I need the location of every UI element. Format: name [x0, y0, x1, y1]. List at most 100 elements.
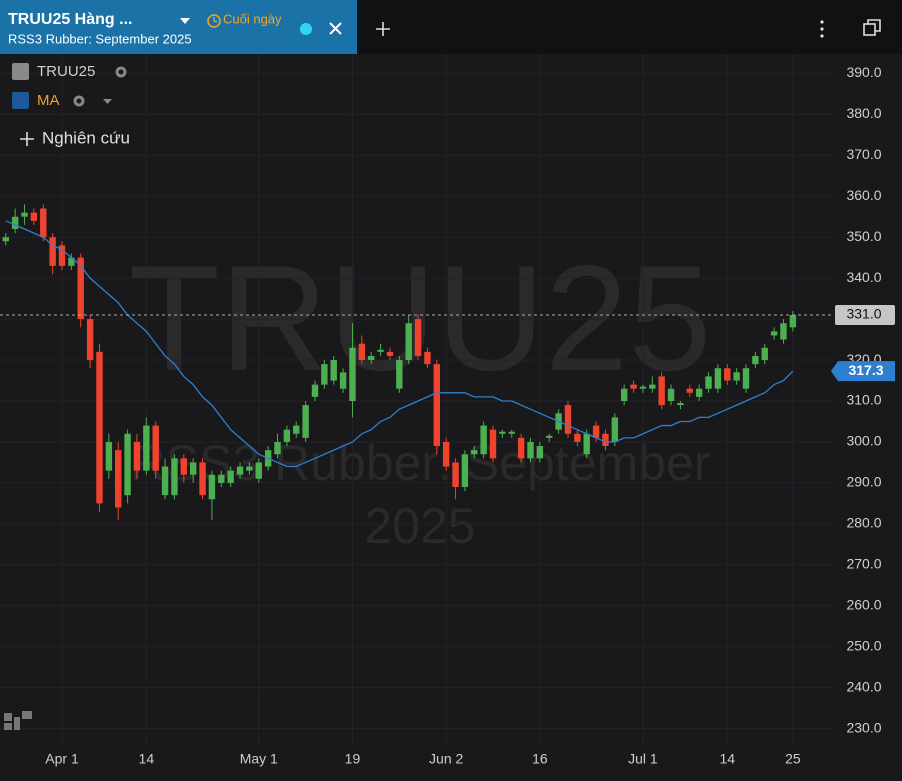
candle-body [452, 462, 459, 487]
candle-body [639, 386, 647, 389]
candle-body [349, 347, 356, 401]
x-tick-label: 14 [139, 751, 155, 767]
ma-badge [831, 361, 895, 382]
logo [4, 711, 32, 730]
study-button[interactable]: Nghiên cứu [42, 128, 130, 147]
grid [0, 54, 833, 745]
ma-label: 317.3 [848, 362, 883, 378]
candle-body [171, 458, 178, 496]
candle-body [649, 384, 656, 389]
candle-body [517, 437, 525, 459]
settings-icon[interactable] [115, 66, 127, 78]
candle-body [667, 388, 675, 401]
x-tick-label: Jun 2 [429, 751, 463, 767]
candle-body [621, 388, 628, 401]
candle-body [508, 431, 515, 434]
dropdown-icon[interactable] [180, 18, 190, 24]
candle-body [499, 431, 506, 434]
clock-hands [213, 17, 218, 23]
watermark: TRUU25 RSS3 Rubber: September 2025 [128, 234, 711, 555]
candle-body [442, 441, 450, 467]
candle-body [424, 351, 431, 365]
dropdown-icon[interactable] [103, 99, 112, 104]
symbol[interactable]: TRUU25 Hàng ... [8, 11, 132, 28]
candle-body [761, 347, 768, 361]
candle-body [611, 417, 619, 442]
candle-body [564, 405, 572, 434]
candle-body [246, 466, 253, 471]
candle-body [377, 349, 384, 352]
candle-body [152, 425, 159, 471]
status-dot [300, 23, 312, 35]
candle-body [733, 372, 740, 381]
candle-body [255, 462, 262, 479]
candle-body [546, 435, 553, 438]
y-tick-label: 290.0 [846, 474, 881, 490]
x-tick-label: Jul 1 [628, 751, 658, 767]
legend-label[interactable]: MA [37, 92, 60, 109]
y-tick-label: 250.0 [846, 637, 881, 653]
window-icon[interactable] [863, 19, 881, 36]
candle-body [236, 466, 244, 475]
y-tick-label: 380.0 [846, 105, 881, 121]
candle-body [208, 474, 216, 500]
candle-body [227, 470, 234, 483]
candle-body [592, 425, 600, 438]
candle-body [311, 384, 319, 397]
legend-label[interactable]: TRUU25 [37, 63, 95, 80]
candle-body [705, 376, 712, 389]
candle-body [368, 355, 375, 361]
symbol-box[interactable] [0, 0, 357, 54]
candle-body [283, 429, 291, 442]
candle-body [396, 360, 403, 389]
candle-body [86, 319, 94, 361]
plot [0, 204, 833, 520]
settings-icon[interactable] [73, 95, 85, 107]
add-icon[interactable] [376, 22, 390, 36]
candle-body [695, 388, 703, 397]
y-tick-label: 280.0 [846, 515, 881, 531]
y-tick-label: 230.0 [846, 719, 881, 735]
candle-body [724, 368, 731, 381]
candle-body [2, 237, 9, 242]
y-tick-label: 270.0 [846, 556, 881, 572]
add-icon[interactable] [20, 132, 34, 146]
candle-body [68, 257, 75, 266]
candle-body [770, 331, 778, 336]
last-price-label: 331.0 [846, 306, 881, 322]
x-tick-label: 14 [719, 751, 735, 767]
candle-body [405, 323, 412, 361]
candle-body [527, 441, 534, 459]
close-icon[interactable] [329, 22, 342, 35]
candle-body [461, 454, 469, 487]
candle-body [115, 450, 122, 508]
candle-body [414, 319, 422, 356]
ma-line [5, 220, 794, 468]
candle-body [583, 433, 590, 455]
description: RSS3 Rubber: September 2025 [8, 31, 192, 46]
candle-body [358, 343, 366, 361]
y-tick-label: 340.0 [846, 269, 881, 285]
legend-swatch[interactable] [12, 63, 29, 80]
candle-body [96, 351, 103, 504]
x-tick-label: Apr 1 [45, 751, 79, 767]
legend-swatch[interactable] [12, 92, 29, 109]
candle-body [21, 212, 28, 217]
candle-body [11, 216, 19, 229]
candle-body [161, 466, 169, 496]
candle-body [293, 425, 300, 434]
y-tick-label: 370.0 [846, 146, 881, 162]
candle-body [58, 245, 66, 266]
y-tick-label: 310.0 [846, 392, 881, 408]
candle-body [686, 388, 693, 393]
candle-body [480, 425, 487, 455]
menu-icon[interactable] [820, 20, 824, 38]
candle-body [752, 355, 759, 365]
candle-body [143, 425, 150, 471]
candle-body [189, 462, 197, 475]
candle-body [330, 360, 337, 381]
y-tick-label: 300.0 [846, 433, 881, 449]
candle-body [180, 458, 188, 475]
